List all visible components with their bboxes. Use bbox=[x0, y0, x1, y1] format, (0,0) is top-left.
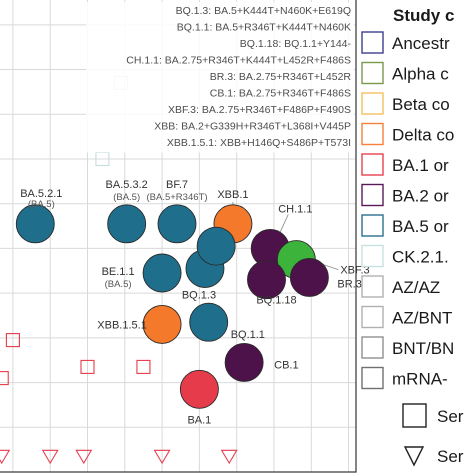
variant-key-line: BR.3: BA.2.75+R346T+L452R bbox=[210, 71, 352, 83]
variant-key-line: XBB.1.5.1: XBB+H146Q+S486P+T573I bbox=[167, 137, 351, 149]
antigen-label: BQ.1.3 bbox=[182, 290, 216, 302]
variant-key-line: XBB: BA.2+G339H+R346T+L368I+V445P bbox=[154, 121, 351, 133]
antigen-points bbox=[15, 204, 329, 409]
antigen-label: CB.1 bbox=[274, 359, 298, 371]
serum-triangle bbox=[75, 449, 93, 465]
legend-shape-triangle bbox=[403, 446, 425, 467]
legend-label: BA.2 or bbox=[392, 187, 449, 206]
legend-swatch bbox=[361, 183, 384, 207]
antigen-point bbox=[107, 204, 147, 244]
legend-label: Ancestr bbox=[392, 34, 450, 53]
legend-swatch bbox=[361, 305, 384, 329]
antigen-label: XBF.3 bbox=[340, 265, 369, 277]
serum-triangle bbox=[220, 449, 238, 465]
antigen-label: XBB.1.5.1 bbox=[97, 319, 147, 331]
legend-label: BNT/BN bbox=[392, 339, 454, 358]
antigen-point bbox=[189, 302, 229, 342]
antigen-label: BA.1 bbox=[187, 414, 211, 426]
legend-title: Study c bbox=[393, 6, 454, 25]
variant-key-line: CB.1: BA.2.75+R346T+F486S bbox=[210, 88, 351, 100]
antigen-label: BA.5.3.2 bbox=[106, 179, 148, 191]
antigen-label: BR.3 bbox=[337, 278, 361, 290]
variant-key-line: XBF.3: BA.2.75+R346T+F486P+F490S bbox=[168, 104, 351, 116]
legend: Study c Ancestr Alpha c Beta co Delta co BA.1… bbox=[361, 6, 464, 467]
legend-label: BA.1 or bbox=[392, 156, 449, 175]
legend-swatch bbox=[361, 92, 384, 115]
legend-label: CK.2.1. bbox=[392, 248, 449, 267]
antigen-label: XBB.1 bbox=[217, 189, 248, 201]
antigen-point bbox=[142, 304, 182, 344]
variant-key: BQ.1.3: BA.5+K444T+N460K+E619Q BQ.1.1: BA… bbox=[126, 5, 351, 149]
variant-key-line: BQ.1.3: BA.5+K444T+N460K+E619Q bbox=[176, 5, 351, 17]
legend-swatch bbox=[361, 214, 384, 237]
legend-shape-label: Ser bbox=[437, 407, 464, 426]
variant-key-line: CH.1.1: BA.2.75+R346T+K444T+L452R+F486S bbox=[126, 55, 351, 67]
serum-square bbox=[80, 359, 95, 374]
serum-square bbox=[0, 371, 9, 386]
antigen-point bbox=[179, 369, 219, 409]
variant-key-line: BQ.1.1: BA.5+R346T+K444T+N460K bbox=[177, 22, 351, 34]
serum-square bbox=[5, 333, 20, 348]
legend-swatch bbox=[361, 275, 384, 298]
legend-swatch bbox=[361, 153, 384, 176]
legend-shape-square bbox=[402, 403, 427, 428]
antigen-labels: BA.5.2.1(BA.5)BA.5.3.2(BA.5)BF.7(BA.5+R3… bbox=[20, 179, 370, 426]
legend-label: Alpha c bbox=[392, 65, 449, 84]
serum-triangle bbox=[153, 449, 171, 465]
antigen-point bbox=[289, 258, 329, 297]
antigen-label: CH.1.1 bbox=[278, 203, 312, 215]
antigen-sublabel: (BA.5) bbox=[113, 192, 140, 203]
legend-label: Delta co bbox=[392, 126, 454, 145]
legend-swatch bbox=[361, 244, 384, 268]
antigen-point bbox=[247, 260, 286, 300]
antigen-label: BA.5.2.1 bbox=[20, 188, 62, 200]
legend-shape-label: Ser bbox=[437, 447, 464, 466]
antigen-sublabel: (BA.5+R346T) bbox=[147, 192, 208, 203]
variant-key-line: BQ.1.18: BQ.1.1+Y144- bbox=[240, 38, 352, 50]
antigen-point bbox=[224, 342, 264, 382]
antigen-sublabel: (BA.5) bbox=[105, 279, 132, 290]
legend-swatch bbox=[361, 336, 384, 359]
plot-panel-border bbox=[0, 0, 357, 473]
legend-label: BA.5 or bbox=[392, 217, 449, 236]
antigen-label: BQ.1.18 bbox=[256, 295, 296, 307]
serum-triangle bbox=[0, 449, 11, 465]
antigen-label: BQ.1.1 bbox=[231, 329, 265, 341]
antigen-point bbox=[157, 204, 197, 244]
serum-square bbox=[136, 359, 151, 374]
legend-swatch bbox=[361, 61, 384, 85]
legend-label: AZ/AZ bbox=[392, 278, 440, 297]
legend-label: mRNA- bbox=[392, 370, 448, 389]
legend-swatch bbox=[361, 366, 384, 390]
legend-swatch bbox=[361, 122, 384, 146]
variant-key-background bbox=[86, 2, 354, 153]
antigen-sublabel: (BA.5) bbox=[28, 199, 55, 210]
serum-triangle bbox=[41, 449, 59, 465]
antigen-point bbox=[196, 226, 236, 266]
antigen-label: BF.7 bbox=[166, 179, 188, 191]
legend-swatch bbox=[361, 31, 384, 54]
legend-label: AZ/BNT bbox=[392, 309, 452, 328]
legend-label: Beta co bbox=[392, 95, 450, 114]
antigen-point bbox=[15, 204, 55, 244]
antigen-label: BE.1.1 bbox=[102, 266, 135, 278]
antigen-point bbox=[142, 253, 182, 293]
